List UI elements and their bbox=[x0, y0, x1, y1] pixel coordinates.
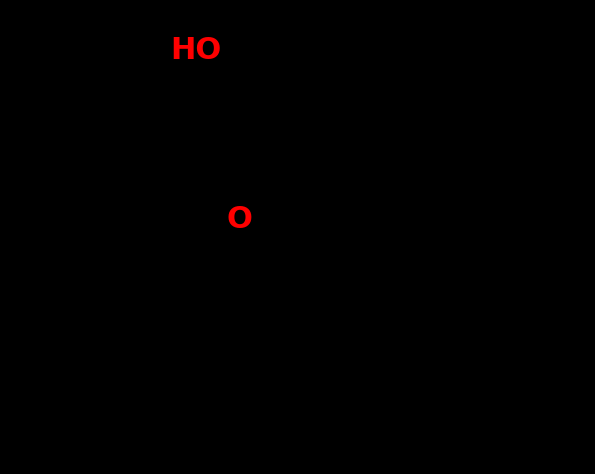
Text: HO: HO bbox=[170, 36, 222, 65]
Text: O: O bbox=[227, 205, 253, 235]
